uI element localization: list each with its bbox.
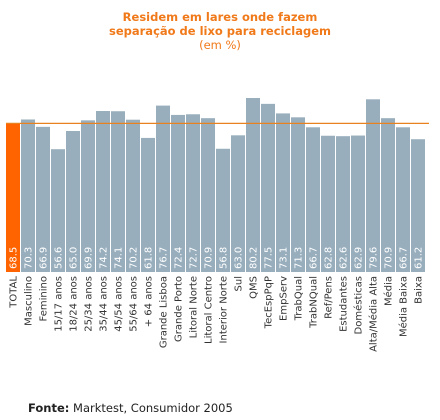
bar-10 xyxy=(156,105,170,273)
value-label-12: 72.7 xyxy=(189,247,200,269)
category-label-25: Média xyxy=(383,276,395,306)
value-label-13: 70.9 xyxy=(204,247,215,269)
bar-14 xyxy=(216,148,230,272)
value-label-9: 61.8 xyxy=(144,247,155,269)
bar-24 xyxy=(366,99,380,272)
category-label-26: Média Baixa xyxy=(398,276,410,337)
value-label-16: 80.2 xyxy=(249,247,260,269)
bar-21 xyxy=(321,135,335,272)
category-label-12: Litoral Norte xyxy=(189,276,200,338)
category-label-24: Alta/Média Alta xyxy=(368,276,380,352)
value-label-6: 74.2 xyxy=(99,247,110,269)
category-label-17: TecEspPqP xyxy=(264,276,275,329)
category-label-15: Sul xyxy=(234,276,245,291)
bar-18 xyxy=(276,113,290,272)
category-label-19: TrabQual xyxy=(294,276,305,321)
category-label-2: Feminino xyxy=(39,276,50,321)
value-label-14: 56.8 xyxy=(219,247,230,269)
source-label: Fonte: xyxy=(28,401,70,415)
category-label-7: 45/54 anos xyxy=(114,276,125,332)
chart-title-line2: separação de lixo para reciclagem xyxy=(109,24,331,38)
bar-17 xyxy=(261,103,275,273)
value-label-1: 70.3 xyxy=(24,247,35,269)
bar-8 xyxy=(126,119,140,272)
value-label-7: 74.1 xyxy=(114,247,125,269)
category-label-4: 18/24 anos xyxy=(69,276,80,332)
category-label-1: Masculino xyxy=(24,276,35,326)
category-label-10: Grande Lisboa xyxy=(159,276,170,348)
bar-26 xyxy=(396,127,410,272)
value-label-21: 62.8 xyxy=(324,247,335,269)
value-label-8: 70.2 xyxy=(129,247,140,269)
bar-4 xyxy=(66,130,80,272)
bar-9 xyxy=(141,137,155,272)
value-label-25: 70.9 xyxy=(384,247,395,269)
bar-chart: 68.5 TOTAL 70.3 Masculino 66.9 Feminino 56.6 15… xyxy=(6,98,429,352)
category-label-6: 35/44 anos xyxy=(99,276,110,332)
value-label-27: 61.2 xyxy=(414,247,425,269)
bar-16 xyxy=(246,98,260,272)
bar-20 xyxy=(306,127,320,272)
value-label-5: 69.9 xyxy=(84,247,95,269)
bar-3 xyxy=(51,149,65,272)
value-label-22: 62.6 xyxy=(339,247,350,269)
bar-6 xyxy=(96,111,110,272)
value-label-11: 72.4 xyxy=(174,247,185,269)
category-label-27: Baixa xyxy=(414,276,425,304)
value-label-24: 79.6 xyxy=(369,247,380,269)
category-label-23: Domésticas xyxy=(353,276,365,334)
bar-15 xyxy=(231,135,245,272)
value-label-15: 63.0 xyxy=(234,247,245,269)
value-label-2: 66.9 xyxy=(39,247,50,269)
value-label-3: 56.6 xyxy=(54,247,65,269)
bar-27 xyxy=(411,139,425,272)
bar-25 xyxy=(381,118,395,272)
category-label-21: Ref/Pens xyxy=(324,276,335,319)
value-label-0: 68.5 xyxy=(9,247,20,269)
value-label-23: 62.9 xyxy=(354,247,365,269)
bar-13 xyxy=(201,118,215,272)
category-label-3: 15/17 anos xyxy=(54,276,65,332)
source-text: Marktest, Consumidor 2005 xyxy=(73,401,233,415)
category-label-5: 25/34 anos xyxy=(84,276,95,332)
bar-23 xyxy=(351,135,365,272)
bar-1 xyxy=(21,119,35,272)
bar-12 xyxy=(186,114,200,272)
category-label-9: + 64 anos xyxy=(144,276,155,327)
category-label-22: Estudantes xyxy=(339,276,350,332)
category-label-16: QMS xyxy=(249,276,260,299)
category-label-13: Litoral Centro xyxy=(204,276,215,344)
category-label-8: 55/64 anos xyxy=(129,276,140,332)
value-label-10: 76.7 xyxy=(159,247,170,269)
category-label-11: Grande Porto xyxy=(174,276,185,342)
category-label-20: TrabNQual xyxy=(309,276,320,329)
bar-22 xyxy=(336,136,350,272)
value-label-4: 65.0 xyxy=(69,247,80,269)
category-label-0: TOTAL xyxy=(9,276,20,309)
source-note: Fonte: Marktest, Consumidor 2005 xyxy=(28,401,233,415)
value-label-18: 73.1 xyxy=(279,247,290,269)
value-label-20: 66.7 xyxy=(309,247,320,269)
category-label-18: EmpServ xyxy=(279,276,290,321)
bar-7 xyxy=(111,111,125,273)
value-label-26: 66.7 xyxy=(399,247,410,269)
value-label-17: 77.5 xyxy=(264,247,275,269)
chart-title: Residem em lares onde fazem separação de… xyxy=(0,10,440,52)
bar-2 xyxy=(36,126,50,272)
bar-19 xyxy=(291,117,305,272)
bar-11 xyxy=(171,114,185,272)
chart-subtitle: (em %) xyxy=(199,38,241,52)
chart-title-line1: Residem em lares onde fazem xyxy=(122,10,318,24)
value-label-19: 71.3 xyxy=(294,247,305,269)
category-label-14: Interior Norte xyxy=(219,276,230,343)
bar-5 xyxy=(81,120,95,272)
bar-0 xyxy=(6,123,20,273)
